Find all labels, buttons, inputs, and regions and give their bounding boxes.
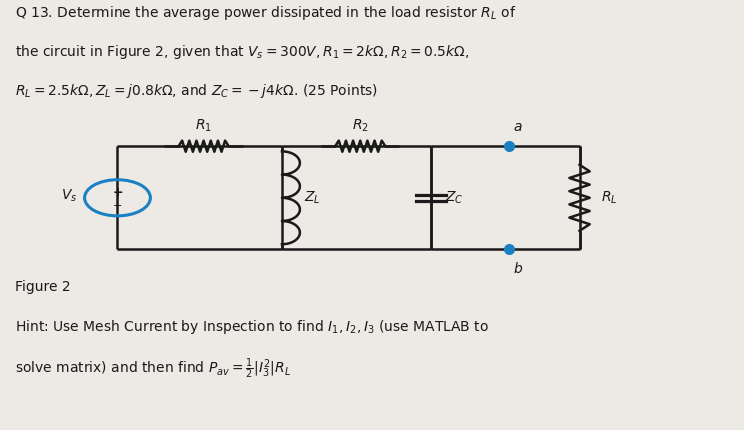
Text: $a$: $a$ [513, 120, 522, 134]
Text: $Z_C$: $Z_C$ [445, 190, 464, 206]
Text: $b$: $b$ [513, 261, 523, 276]
Text: solve matrix) and then find $P_{av} = \frac{1}{2}|I_3^2|R_L$: solve matrix) and then find $P_{av} = \f… [15, 357, 291, 381]
Text: +: + [112, 186, 123, 199]
Text: $V_s$: $V_s$ [61, 187, 77, 204]
Text: $Z_L$: $Z_L$ [304, 190, 321, 206]
Text: $R_L$: $R_L$ [601, 190, 618, 206]
Text: Hint: Use Mesh Current by Inspection to find $I_1, I_2, I_3$ (use MATLAB to: Hint: Use Mesh Current by Inspection to … [15, 318, 489, 336]
Text: $R_L = 2.5k\Omega, Z_L = j0.8k\Omega$, and $Z_C = -j4k\Omega$. (25 Points): $R_L = 2.5k\Omega, Z_L = j0.8k\Omega$, a… [15, 82, 378, 100]
Text: Figure 2: Figure 2 [15, 280, 71, 294]
Text: −: − [113, 200, 122, 211]
Text: $R_2$: $R_2$ [352, 118, 369, 134]
Text: $R_1$: $R_1$ [195, 118, 212, 134]
Text: Q 13. Determine the average power dissipated in the load resistor $R_L$ of: Q 13. Determine the average power dissip… [15, 4, 516, 22]
Text: the circuit in Figure 2, given that $V_s = 300V, R_1 = 2k\Omega, R_2 = 0.5k\Omeg: the circuit in Figure 2, given that $V_s… [15, 43, 469, 61]
